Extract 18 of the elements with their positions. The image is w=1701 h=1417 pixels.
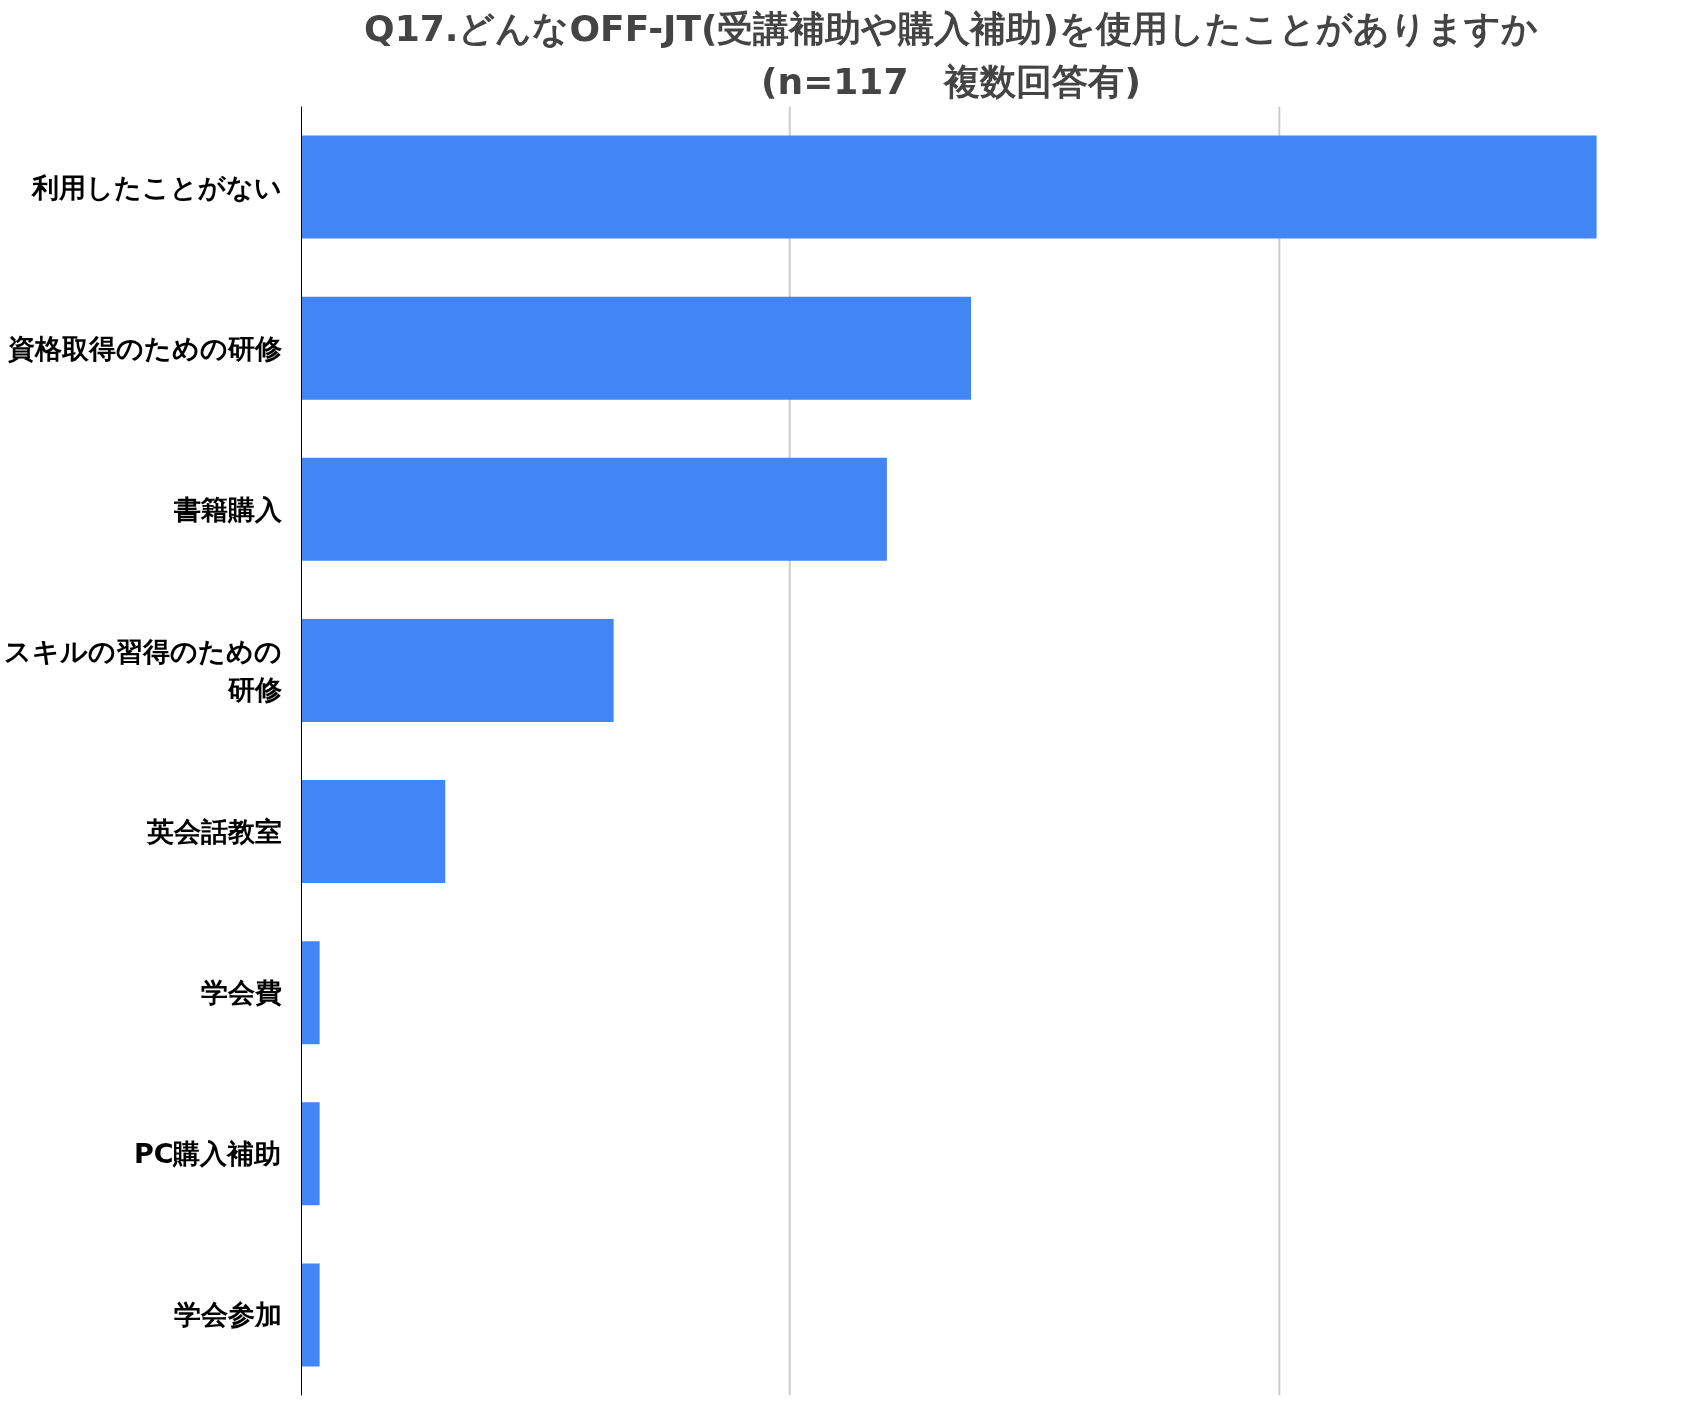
chart-subtitle: (n=117 複数回答有) bbox=[761, 60, 1141, 102]
bar bbox=[301, 618, 614, 722]
y-tick-label: 書籍購入 bbox=[172, 493, 283, 525]
chart-title: Q17.どんなOFF-JT(受講補助や購入補助)を使用したことがありますか bbox=[364, 7, 1538, 49]
y-tick-label: PC購入補助 bbox=[133, 1138, 282, 1170]
y-tick-label: 英会話教室 bbox=[145, 816, 282, 848]
bar bbox=[301, 780, 446, 884]
bar bbox=[301, 1102, 320, 1206]
bar bbox=[301, 941, 320, 1045]
y-tick-label: スキルの習得のための研修 bbox=[3, 636, 282, 705]
bar bbox=[301, 296, 972, 400]
bar bbox=[301, 135, 1597, 239]
y-tick-label: 学会費 bbox=[200, 977, 282, 1009]
y-tick-label: 学会参加 bbox=[173, 1299, 282, 1331]
y-tick-label: 利用したことがない bbox=[30, 171, 282, 203]
bar bbox=[301, 457, 887, 561]
bar bbox=[301, 1263, 320, 1367]
y-tick-label: 資格取得のための研修 bbox=[6, 332, 282, 364]
